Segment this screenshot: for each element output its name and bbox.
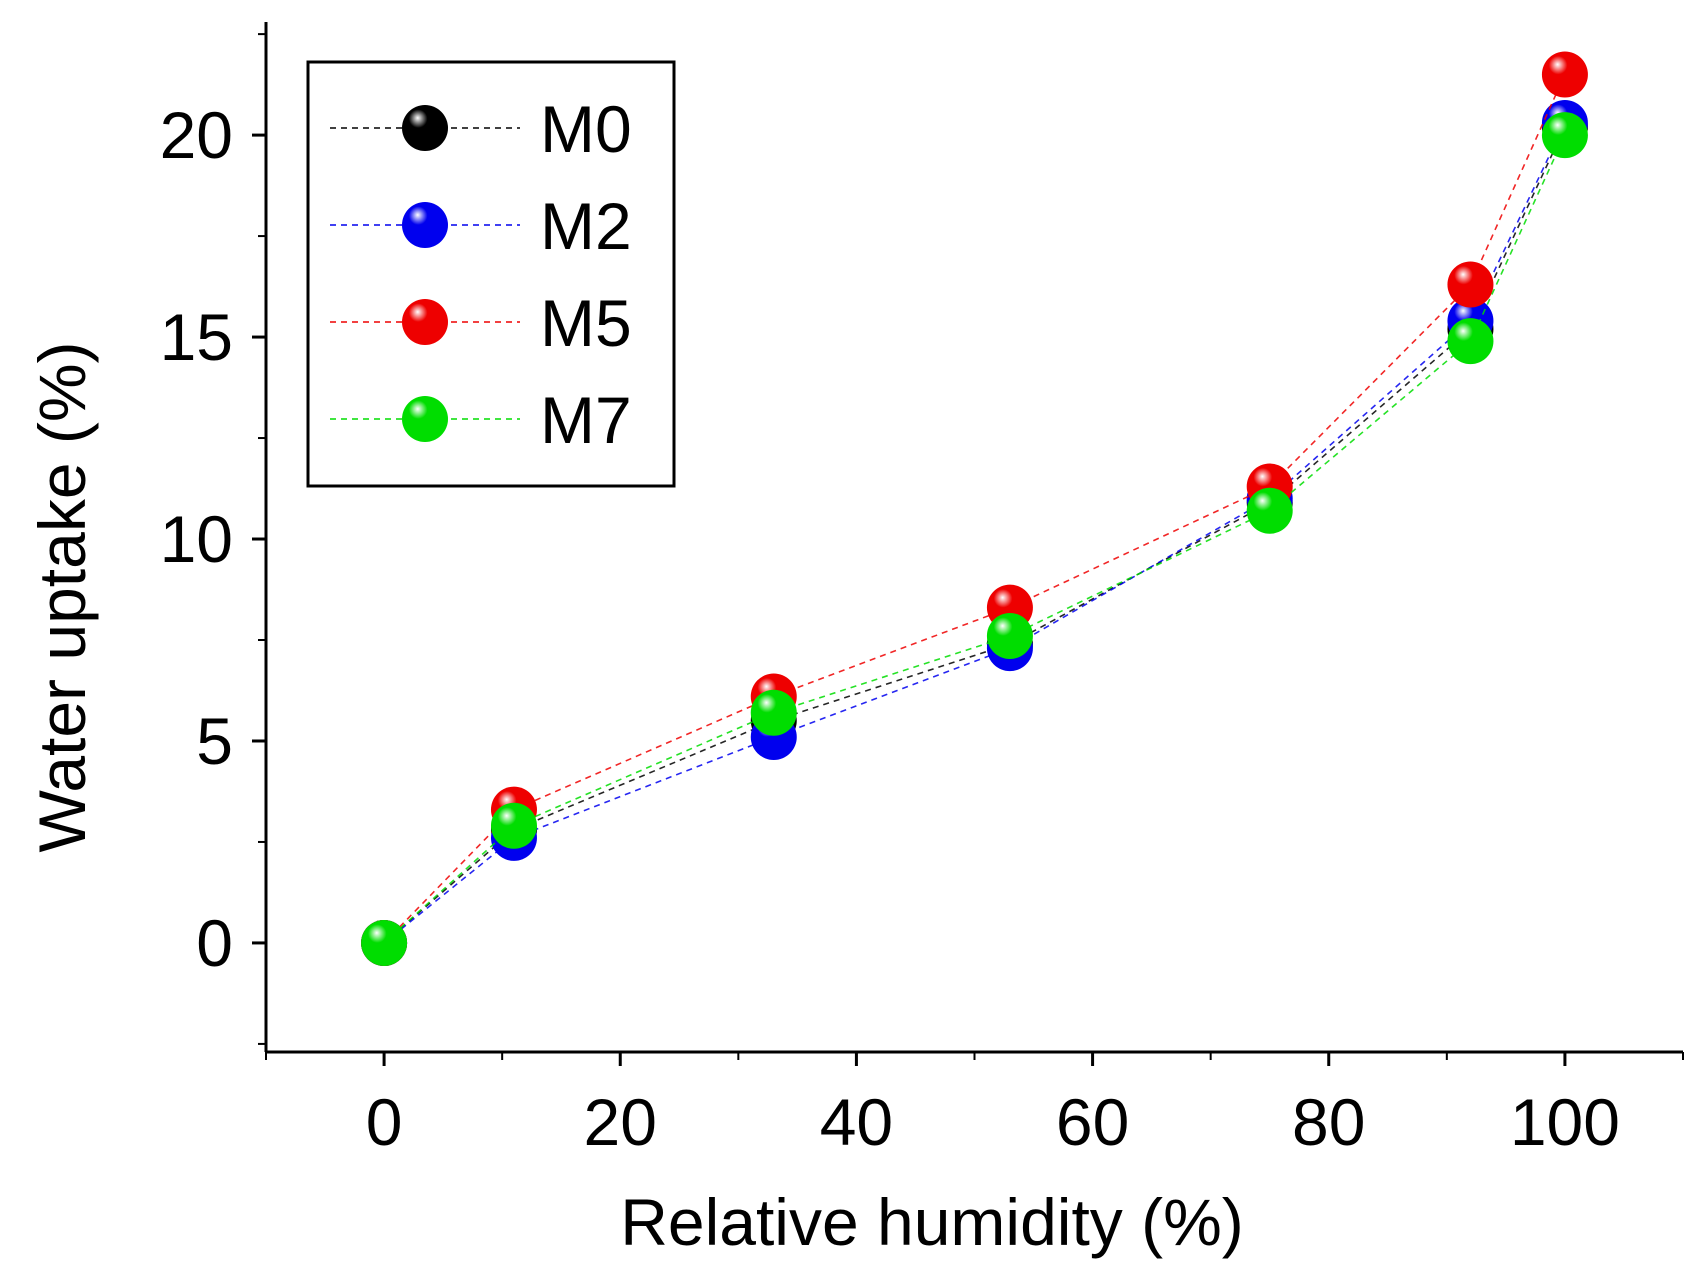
data-point-m5: [1447, 261, 1494, 308]
data-point-m7: [1246, 487, 1293, 534]
series-m7: [361, 112, 1588, 966]
legend-marker: [402, 299, 448, 345]
series-layer: [361, 51, 1588, 966]
x-tick-label: 60: [1056, 1085, 1129, 1159]
y-tick-label: 15: [160, 300, 233, 374]
legend-item-m0: M0: [330, 92, 632, 166]
data-point-m7: [490, 802, 537, 849]
y-tick-label: 10: [160, 502, 233, 576]
y-tick-label: 0: [196, 906, 233, 980]
y-tick-label: 20: [160, 98, 233, 172]
data-point-m5: [1541, 51, 1588, 98]
legend-marker: [402, 105, 448, 151]
axis-ticks: 0 20 40 60 80 100 0 5 10 15 20: [160, 33, 1684, 1159]
y-tick-label: 5: [196, 704, 233, 778]
legend: M0 M2 M5 M7: [306, 60, 676, 488]
legend-item-m5: M5: [330, 286, 632, 360]
legend-marker: [402, 202, 448, 248]
legend-label-m2: M2: [540, 189, 632, 263]
legend-marker: [402, 396, 448, 442]
x-tick-label: 80: [1292, 1085, 1365, 1159]
legend-label-m5: M5: [540, 286, 632, 360]
x-tick-label: 100: [1510, 1085, 1620, 1159]
legend-label-m0: M0: [540, 92, 632, 166]
data-point-m7: [361, 919, 408, 966]
legend-label-m7: M7: [540, 383, 632, 457]
legend-item-m2: M2: [330, 189, 632, 263]
legend-box: [306, 60, 676, 488]
data-point-m7: [986, 612, 1033, 659]
x-axis-title: Relative humidity (%): [620, 1185, 1244, 1259]
data-point-m7: [1447, 318, 1494, 365]
legend-item-m7: M7: [330, 383, 632, 457]
x-tick-label: 40: [820, 1085, 893, 1159]
x-tick-label: 0: [366, 1085, 403, 1159]
data-point-m7: [750, 689, 797, 736]
data-point-m7: [1541, 112, 1588, 159]
y-axis-title: Water uptake (%): [25, 341, 99, 852]
x-tick-label: 20: [584, 1085, 657, 1159]
